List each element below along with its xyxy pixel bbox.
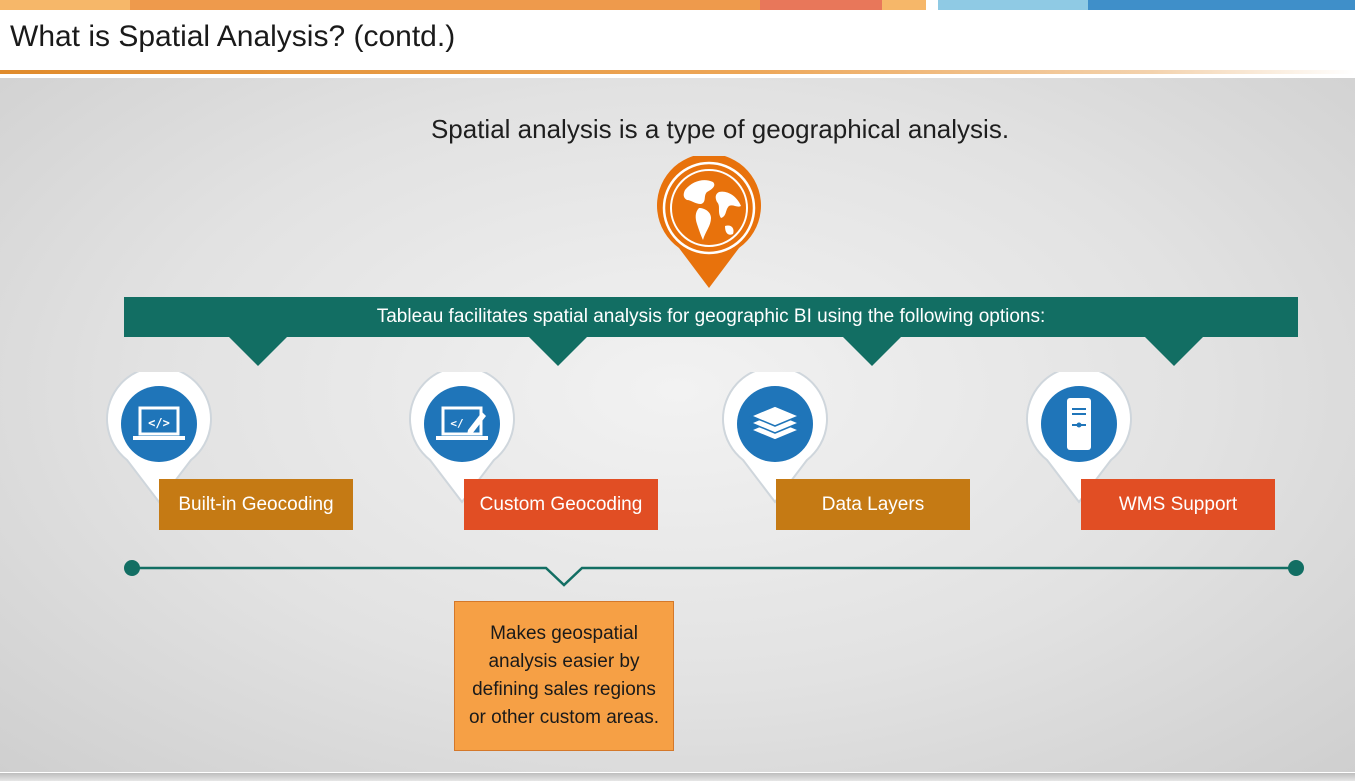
laptop-edit-icon: </ (409, 372, 515, 504)
banner-pointer (1144, 336, 1204, 366)
bottom-border (0, 773, 1355, 781)
svg-text:</>: </> (148, 416, 170, 430)
title-underline (0, 70, 1355, 74)
option-custom-geocoding: Custom Geocoding (464, 479, 658, 530)
option-wms-support: WMS Support (1081, 479, 1275, 530)
server-icon (1026, 372, 1132, 504)
description-box: Makes geospatial analysis easier by defi… (454, 601, 674, 751)
banner-pointer (842, 336, 902, 366)
options-banner: Tableau facilitates spatial analysis for… (124, 297, 1298, 337)
option-data-layers: Data Layers (776, 479, 970, 530)
svg-text:</: </ (450, 417, 464, 430)
timeline-connector (124, 560, 1304, 587)
description-text: Makes geospatial analysis easier by defi… (468, 623, 660, 728)
laptop-code-icon: </> (106, 372, 212, 504)
intro-text: Spatial analysis is a type of geographic… (430, 114, 1010, 144)
layers-icon (722, 372, 828, 504)
page-title: What is Spatial Analysis? (contd.) (10, 20, 456, 53)
banner-pointer (228, 336, 288, 366)
option-built-in-geocoding: Built-in Geocoding (159, 479, 353, 530)
top-color-strip (0, 0, 1355, 10)
banner-pointer (528, 336, 588, 366)
globe-pin-icon (657, 156, 761, 288)
